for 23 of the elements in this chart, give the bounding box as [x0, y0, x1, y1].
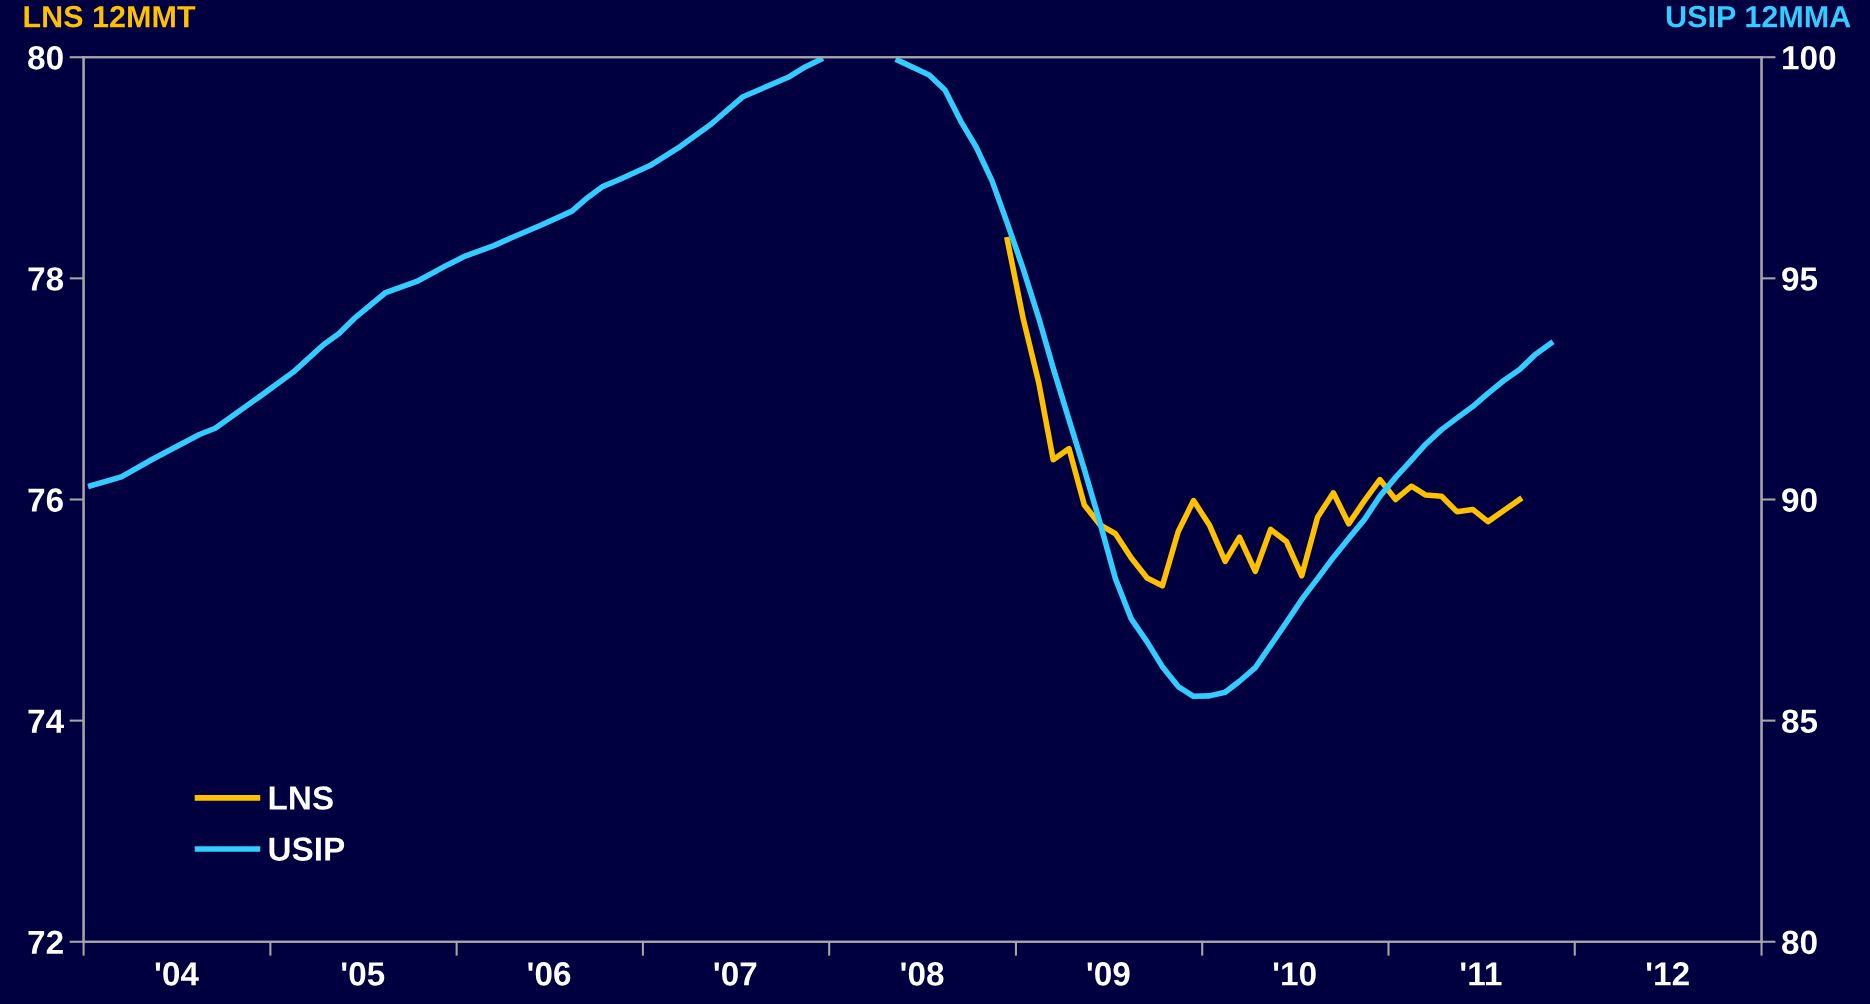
y-tick-label: 76 [28, 488, 63, 512]
x-tick-label: '06 [528, 962, 571, 986]
y2-tick-label: 90 [1782, 488, 1817, 512]
x-tick-label: '12 [1646, 962, 1689, 986]
y-tick-label: 78 [28, 267, 64, 291]
y2-tick-label: 80 [1782, 930, 1817, 955]
x-tick-label: '10 [1273, 962, 1316, 986]
legend-label: USIP [269, 837, 345, 861]
legend-label: LNS [269, 786, 333, 810]
y2-tick-label: 95 [1782, 267, 1818, 291]
y-tick-label: 72 [28, 930, 63, 954]
y-tick-label: 74 [28, 709, 64, 733]
x-tick-label: '05 [342, 962, 385, 986]
x-tick-label: '09 [1087, 962, 1130, 986]
y2-tick-label: 100 [1783, 46, 1836, 70]
x-tick-label: '07 [714, 962, 757, 986]
y2-axis-title: USIP 12MMA [1666, 5, 1851, 28]
x-tick-label: '11 [1461, 962, 1502, 986]
x-tick-label: '08 [901, 962, 944, 986]
y-tick-label: 80 [28, 46, 63, 70]
x-tick-label: '04 [155, 962, 199, 986]
y-axis-title: LNS 12MMT [24, 5, 196, 28]
y2-tick-label: 85 [1782, 709, 1818, 734]
